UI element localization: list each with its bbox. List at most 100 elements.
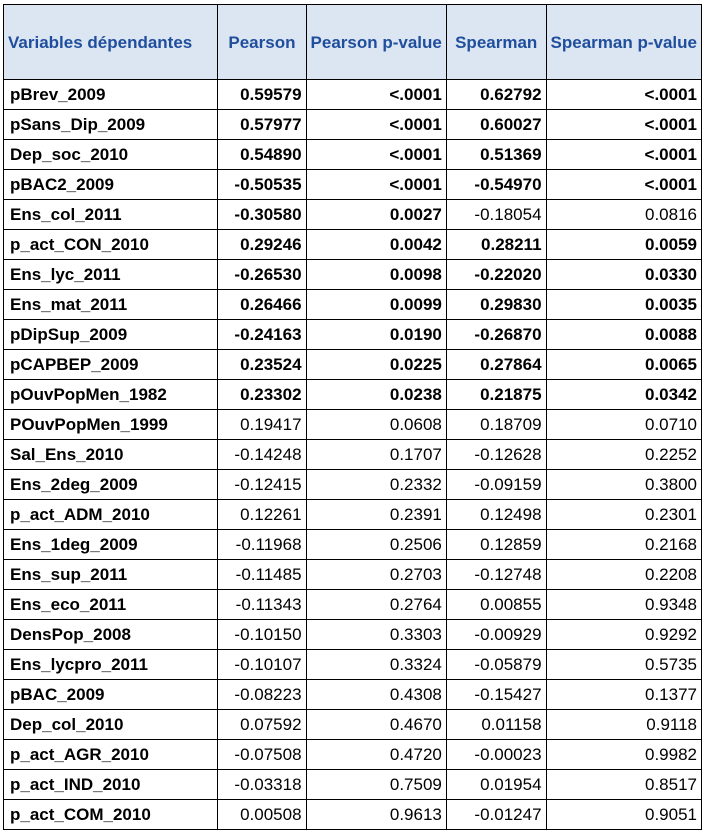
table-row: pCAPBEP_2009 0.23524 0.0225 0.27864 0.0065	[2, 349, 702, 380]
cell-pearson-pvalue: 0.4308	[305, 679, 447, 710]
table-header: Variables dépendantes Pearson Pearson p-…	[2, 4, 702, 80]
table-row: pOuvPopMen_1982 0.23302 0.0238 0.21875 0.034…	[2, 379, 702, 410]
cell-spearman: -0.18054	[445, 199, 547, 230]
cell-variable: pCAPBEP_2009	[2, 349, 219, 380]
correlation-table: Variables dépendantes Pearson Pearson p-…	[2, 4, 702, 830]
cell-pearson: -0.26530	[217, 259, 307, 290]
cell-pearson: 0.57977	[217, 109, 307, 140]
cell-spearman-pvalue: 0.9982	[545, 739, 702, 770]
table-row: p_act_AGR_2010 -0.07508 0.4720 -0.00023 0.99…	[2, 739, 702, 770]
table-row: Ens_lycpro_2011 -0.10107 0.3324 -0.05879 0.5…	[2, 649, 702, 680]
cell-pearson-pvalue: 0.0098	[305, 259, 447, 290]
cell-spearman-pvalue: <.0001	[545, 169, 702, 200]
cell-variable: pDipSup_2009	[2, 319, 219, 350]
cell-pearson: -0.07508	[217, 739, 307, 770]
cell-spearman: 0.12498	[445, 499, 547, 530]
table-row: pSans_Dip_2009 0.57977 <.0001 0.60027 <.0001	[2, 109, 702, 140]
cell-pearson: 0.26466	[217, 289, 307, 320]
cell-pearson-pvalue: <.0001	[305, 109, 447, 140]
table-row: Ens_eco_2011 -0.11343 0.2764 0.00855 0.9348	[2, 589, 702, 620]
cell-variable: p_act_IND_2010	[2, 769, 219, 800]
cell-pearson-pvalue: 0.1707	[305, 439, 447, 470]
cell-pearson-pvalue: 0.0238	[305, 379, 447, 410]
cell-spearman: -0.12748	[445, 559, 547, 590]
cell-pearson-pvalue: 0.7509	[305, 769, 447, 800]
table-row: p_act_COM_2010 0.00508 0.9613 -0.01247 0.905…	[2, 799, 702, 830]
cell-spearman-pvalue: <.0001	[545, 109, 702, 140]
table-row: Dep_soc_2010 0.54890 <.0001 0.51369 <.0001	[2, 139, 702, 170]
cell-pearson: 0.00508	[217, 799, 307, 830]
table-row: DensPop_2008 -0.10150 0.3303 -0.00929 0.9292	[2, 619, 702, 650]
cell-variable: Ens_lycpro_2011	[2, 649, 219, 680]
cell-pearson: -0.11968	[217, 529, 307, 560]
table-row: Ens_col_2011 -0.30580 0.0027 -0.18054 0.0816	[2, 199, 702, 230]
table-row: Ens_lyc_2011 -0.26530 0.0098 -0.22020 0.0330	[2, 259, 702, 290]
cell-pearson: 0.29246	[217, 229, 307, 260]
cell-spearman-pvalue: 0.0342	[545, 379, 702, 410]
cell-variable: pBAC2_2009	[2, 169, 219, 200]
cell-pearson: -0.14248	[217, 439, 307, 470]
table-row: pBrev_2009 0.59579 <.0001 0.62792 <.0001	[2, 79, 702, 110]
cell-spearman: 0.62792	[445, 79, 547, 110]
cell-spearman-pvalue: 0.9348	[545, 589, 702, 620]
cell-pearson: 0.54890	[217, 139, 307, 170]
cell-spearman: -0.01247	[445, 799, 547, 830]
table-row: pDipSup_2009 -0.24163 0.0190 -0.26870 0.0088	[2, 319, 702, 350]
cell-variable: Ens_2deg_2009	[2, 469, 219, 500]
cell-pearson-pvalue: 0.4670	[305, 709, 447, 740]
table-row: Sal_Ens_2010 -0.14248 0.1707 -0.12628 0.2252	[2, 439, 702, 470]
cell-spearman-pvalue: 0.1377	[545, 679, 702, 710]
cell-variable: p_act_ADM_2010	[2, 499, 219, 530]
cell-variable: Ens_mat_2011	[2, 289, 219, 320]
cell-spearman-pvalue: 0.0035	[545, 289, 702, 320]
cell-spearman-pvalue: 0.9051	[545, 799, 702, 830]
cell-pearson-pvalue: 0.2764	[305, 589, 447, 620]
cell-pearson: -0.11343	[217, 589, 307, 620]
cell-spearman-pvalue: 0.2208	[545, 559, 702, 590]
cell-pearson: 0.59579	[217, 79, 307, 110]
cell-pearson: -0.10150	[217, 619, 307, 650]
cell-pearson-pvalue: 0.3324	[305, 649, 447, 680]
cell-spearman-pvalue: 0.3800	[545, 469, 702, 500]
cell-pearson-pvalue: 0.0099	[305, 289, 447, 320]
cell-spearman-pvalue: 0.0088	[545, 319, 702, 350]
header-variables: Variables dépendantes	[2, 4, 219, 80]
cell-spearman: 0.28211	[445, 229, 547, 260]
cell-variable: pOuvPopMen_1982	[2, 379, 219, 410]
cell-pearson-pvalue: 0.0608	[305, 409, 447, 440]
header-spearman-pvalue: Spearman p-value	[545, 4, 702, 80]
table-row: Ens_1deg_2009 -0.11968 0.2506 0.12859 0.2168	[2, 529, 702, 560]
cell-spearman: -0.22020	[445, 259, 547, 290]
cell-pearson-pvalue: 0.2506	[305, 529, 447, 560]
cell-pearson-pvalue: 0.0027	[305, 199, 447, 230]
cell-spearman-pvalue: 0.0059	[545, 229, 702, 260]
header-pearson: Pearson	[217, 4, 307, 80]
table-row: p_act_IND_2010 -0.03318 0.7509 0.01954 0.851…	[2, 769, 702, 800]
cell-pearson-pvalue: 0.0190	[305, 319, 447, 350]
cell-pearson: 0.12261	[217, 499, 307, 530]
cell-variable: Ens_lyc_2011	[2, 259, 219, 290]
cell-variable: Ens_eco_2011	[2, 589, 219, 620]
cell-spearman: 0.60027	[445, 109, 547, 140]
cell-pearson-pvalue: <.0001	[305, 169, 447, 200]
cell-spearman: -0.05879	[445, 649, 547, 680]
cell-spearman-pvalue: <.0001	[545, 79, 702, 110]
header-spearman: Spearman	[445, 4, 547, 80]
cell-variable: Dep_col_2010	[2, 709, 219, 740]
table-row: Ens_2deg_2009 -0.12415 0.2332 -0.09159 0.380…	[2, 469, 702, 500]
cell-pearson-pvalue: 0.9613	[305, 799, 447, 830]
cell-pearson: 0.23302	[217, 379, 307, 410]
cell-variable: p_act_CON_2010	[2, 229, 219, 260]
cell-spearman-pvalue: 0.2301	[545, 499, 702, 530]
cell-pearson-pvalue: 0.0225	[305, 349, 447, 380]
cell-pearson: -0.11485	[217, 559, 307, 590]
table-row: pBAC_2009 -0.08223 0.4308 -0.15427 0.1377	[2, 679, 702, 710]
cell-variable: pBrev_2009	[2, 79, 219, 110]
cell-spearman-pvalue: 0.0065	[545, 349, 702, 380]
cell-spearman-pvalue: 0.9292	[545, 619, 702, 650]
cell-pearson: -0.12415	[217, 469, 307, 500]
cell-spearman-pvalue: 0.0710	[545, 409, 702, 440]
cell-spearman-pvalue: 0.2252	[545, 439, 702, 470]
cell-spearman: 0.21875	[445, 379, 547, 410]
cell-spearman: -0.00929	[445, 619, 547, 650]
